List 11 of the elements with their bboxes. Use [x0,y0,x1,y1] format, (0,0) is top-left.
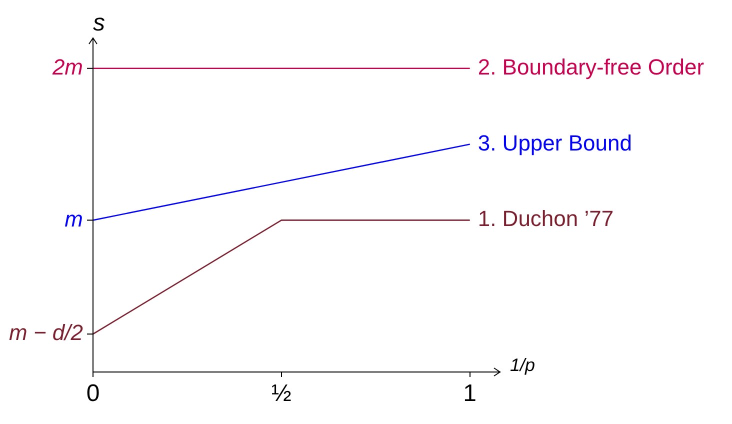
x-tick-label: 0 [86,380,100,408]
text: 2m [51,54,83,80]
text: m − d/2 [9,320,83,346]
y-axis-title: s [93,10,105,37]
series-label: 1. Duchon ’77 [478,206,614,232]
x-tick-label: ½ [271,380,292,408]
series-label: 3. Upper Bound [478,130,632,156]
series-label: 2. Boundary-free Order [478,54,704,80]
x-tick-label: 1 [463,380,477,408]
text: m [64,206,83,232]
x-axis-title: 1/p [510,355,536,375]
